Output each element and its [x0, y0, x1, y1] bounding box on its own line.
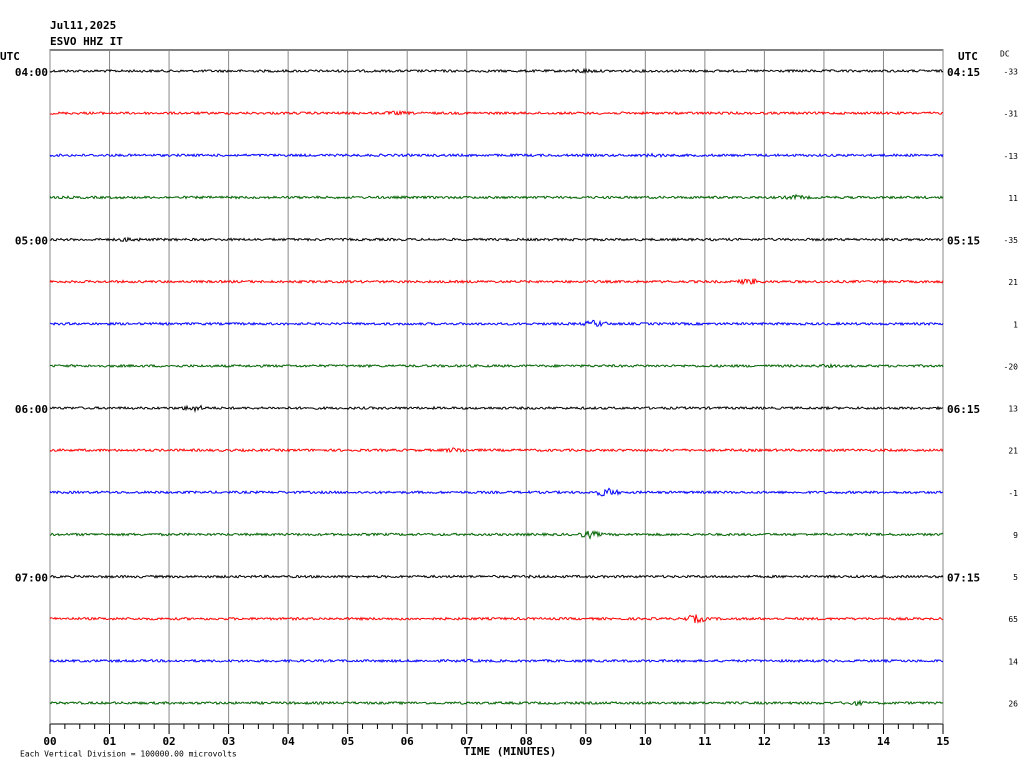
- x-tick-label: 05: [341, 735, 354, 748]
- x-tick-label: 01: [103, 735, 117, 748]
- station: ESVO HHZ IT: [50, 35, 123, 48]
- left-time-label: 07:00: [15, 572, 48, 585]
- note: Each Vertical Division = 100000.00 micro…: [20, 750, 237, 759]
- trace: [49, 487, 944, 497]
- x-tick-label: 07: [460, 735, 473, 748]
- x-tick-label: 10: [639, 735, 652, 748]
- trace: [49, 193, 944, 201]
- dc-value: 26: [1008, 700, 1018, 709]
- dc-value: -35: [1004, 236, 1019, 245]
- trace: [49, 574, 944, 579]
- title: Jul11,2025: [50, 19, 116, 32]
- x-tick-label: 08: [520, 735, 533, 748]
- trace: [49, 278, 944, 286]
- x-axis-label: TIME (MINUTES): [464, 745, 557, 758]
- dc-value: 65: [1008, 615, 1018, 624]
- dc-value: -31: [1004, 110, 1019, 119]
- dc-value: 13: [1008, 405, 1018, 414]
- left-axis-label: UTC: [0, 50, 20, 63]
- trace: [49, 319, 944, 328]
- left-time-label: 06:00: [15, 403, 48, 416]
- dc-value: -20: [1004, 362, 1019, 371]
- dc-value: -13: [1004, 152, 1019, 161]
- x-tick-label: 14: [877, 735, 891, 748]
- x-tick-label: 11: [698, 735, 712, 748]
- x-tick-label: 04: [282, 735, 296, 748]
- left-time-label: 05:00: [15, 235, 48, 248]
- dc-value: 5: [1013, 573, 1018, 582]
- plot-frame: [49, 49, 944, 725]
- trace: [49, 699, 944, 707]
- trace: [49, 614, 944, 624]
- x-tick-label: 09: [579, 735, 592, 748]
- right-time-label: 07:15: [947, 572, 980, 585]
- right-time-label: 04:15: [947, 66, 980, 79]
- trace: [49, 362, 944, 369]
- dc-value: 11: [1008, 194, 1018, 203]
- trace: [49, 67, 944, 75]
- trace: [49, 236, 944, 243]
- trace: [49, 404, 944, 414]
- right-time-label: 06:15: [947, 403, 980, 416]
- trace: [49, 152, 944, 159]
- dc-value: 14: [1008, 657, 1018, 666]
- dc-label: DC: [1000, 50, 1010, 59]
- x-tick-label: 03: [222, 735, 235, 748]
- dc-value: 21: [1008, 447, 1018, 456]
- right-axis-label: UTC: [958, 50, 978, 63]
- dc-value: -33: [1004, 68, 1019, 77]
- x-tick-label: 15: [936, 735, 949, 748]
- x-tick-label: 06: [401, 735, 415, 748]
- trace: [49, 658, 944, 664]
- trace: [49, 447, 944, 454]
- trace: [49, 109, 944, 116]
- dc-value: 9: [1013, 531, 1018, 540]
- dc-value: -1: [1008, 489, 1018, 498]
- dc-value: 21: [1008, 278, 1018, 287]
- x-tick-label: 13: [817, 735, 830, 748]
- trace: [49, 530, 944, 540]
- x-tick-label: 02: [162, 735, 175, 748]
- dc-value: 1: [1013, 320, 1018, 329]
- right-time-label: 05:15: [947, 235, 980, 248]
- x-tick-label: 12: [758, 735, 771, 748]
- x-tick-label: 00: [43, 735, 56, 748]
- left-time-label: 04:00: [15, 66, 48, 79]
